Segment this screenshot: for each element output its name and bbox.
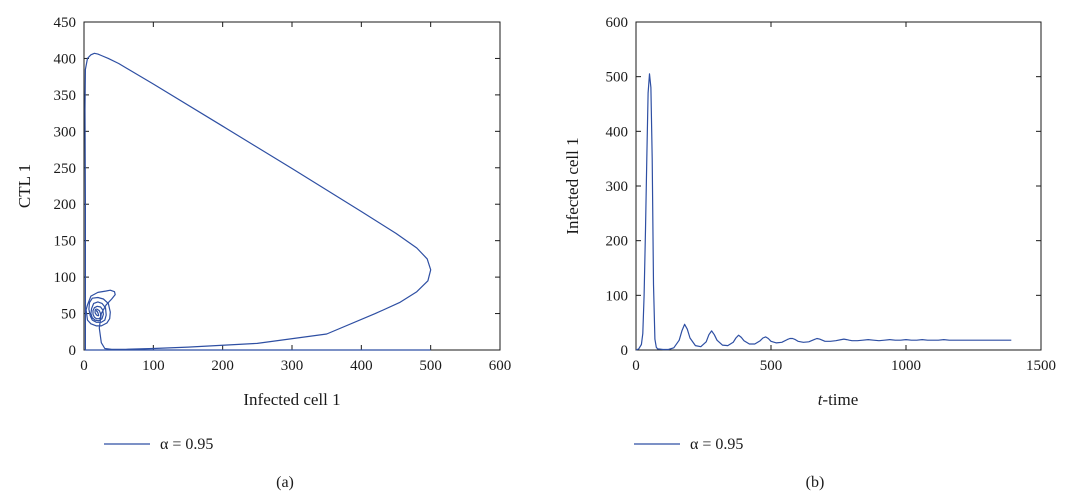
chart-a-series-line	[84, 52, 432, 351]
chart-b-series-line	[635, 73, 1012, 351]
chart-b-y-tick-label: 600	[606, 15, 629, 31]
chart-a-y-axis-label: CTL 1	[15, 164, 34, 208]
chart-b-plot-frame	[635, 21, 1042, 351]
chart-b-y-tick-label: 200	[606, 234, 629, 250]
chart-a-x-axis-label: Infected cell 1	[243, 390, 340, 409]
chart-a-x-tick-label: 100	[142, 358, 165, 374]
chart-a-plot-frame	[83, 21, 501, 351]
chart-a-ticks: 0 100 200 300 400 500 600 0 50 100 150 200 250 300 350…	[54, 15, 512, 374]
chart-a-x-tick-label: 0	[80, 358, 88, 374]
chart-a-series	[84, 52, 432, 351]
chart-a-y-tick-label: 300	[54, 124, 77, 140]
chart-a-y-tick-label: 400	[54, 51, 77, 67]
chart-b: 0 500 1000 1500 0 100 200 300 400 500 600 t-time I…	[563, 15, 1056, 491]
chart-a-y-tick-label: 350	[54, 88, 77, 104]
chart-a-y-tick-label: 100	[54, 270, 77, 286]
chart-b-y-tick-label: 100	[606, 288, 629, 304]
chart-b-legend-label: α = 0.95	[690, 436, 743, 453]
chart-b-panel-label: (b)	[806, 474, 825, 491]
chart-b-x-axis-label: t-time	[818, 390, 859, 409]
chart-a-legend-label: α = 0.95	[160, 436, 213, 453]
chart-b-ticks: 0 500 1000 1500 0 100 200 300 400 500 600	[606, 15, 1057, 374]
chart-a-y-tick-label: 150	[54, 234, 77, 250]
chart-a-x-tick-label: 400	[350, 358, 373, 374]
chart-a-y-tick-label: 200	[54, 197, 77, 213]
chart-a-y-tick-label: 450	[54, 15, 77, 31]
chart-a-x-tick-label: 200	[211, 358, 234, 374]
chart-b-x-tick-label: 500	[760, 358, 783, 374]
chart-a-panel-label: (a)	[276, 474, 294, 491]
chart-b-y-axis-label: Infected cell 1	[563, 137, 582, 234]
chart-a-y-tick-label: 0	[69, 343, 77, 359]
chart-a: 0 100 200 300 400 500 600 0 50 100 150 200 250 300 350…	[15, 15, 511, 491]
chart-b-y-tick-label: 300	[606, 179, 629, 195]
chart-a-y-tick-label: 50	[61, 307, 76, 323]
chart-b-y-tick-label: 500	[606, 70, 629, 86]
chart-b-x-tick-label: 1500	[1026, 358, 1056, 374]
chart-b-x-tick-label: 0	[632, 358, 640, 374]
chart-b-x-tick-label: 1000	[891, 358, 921, 374]
chart-a-y-tick-label: 250	[54, 161, 77, 177]
chart-b-x-axis-label-rest: -time	[822, 390, 858, 409]
chart-b-series	[635, 73, 1012, 351]
chart-b-y-tick-label: 400	[606, 124, 629, 140]
chart-b-y-tick-label: 0	[621, 343, 629, 359]
chart-a-x-tick-label: 600	[489, 358, 512, 374]
chart-a-x-tick-label: 500	[419, 358, 442, 374]
chart-b-x-axis-label-italic: t	[818, 390, 824, 409]
chart-a-x-tick-label: 300	[281, 358, 304, 374]
